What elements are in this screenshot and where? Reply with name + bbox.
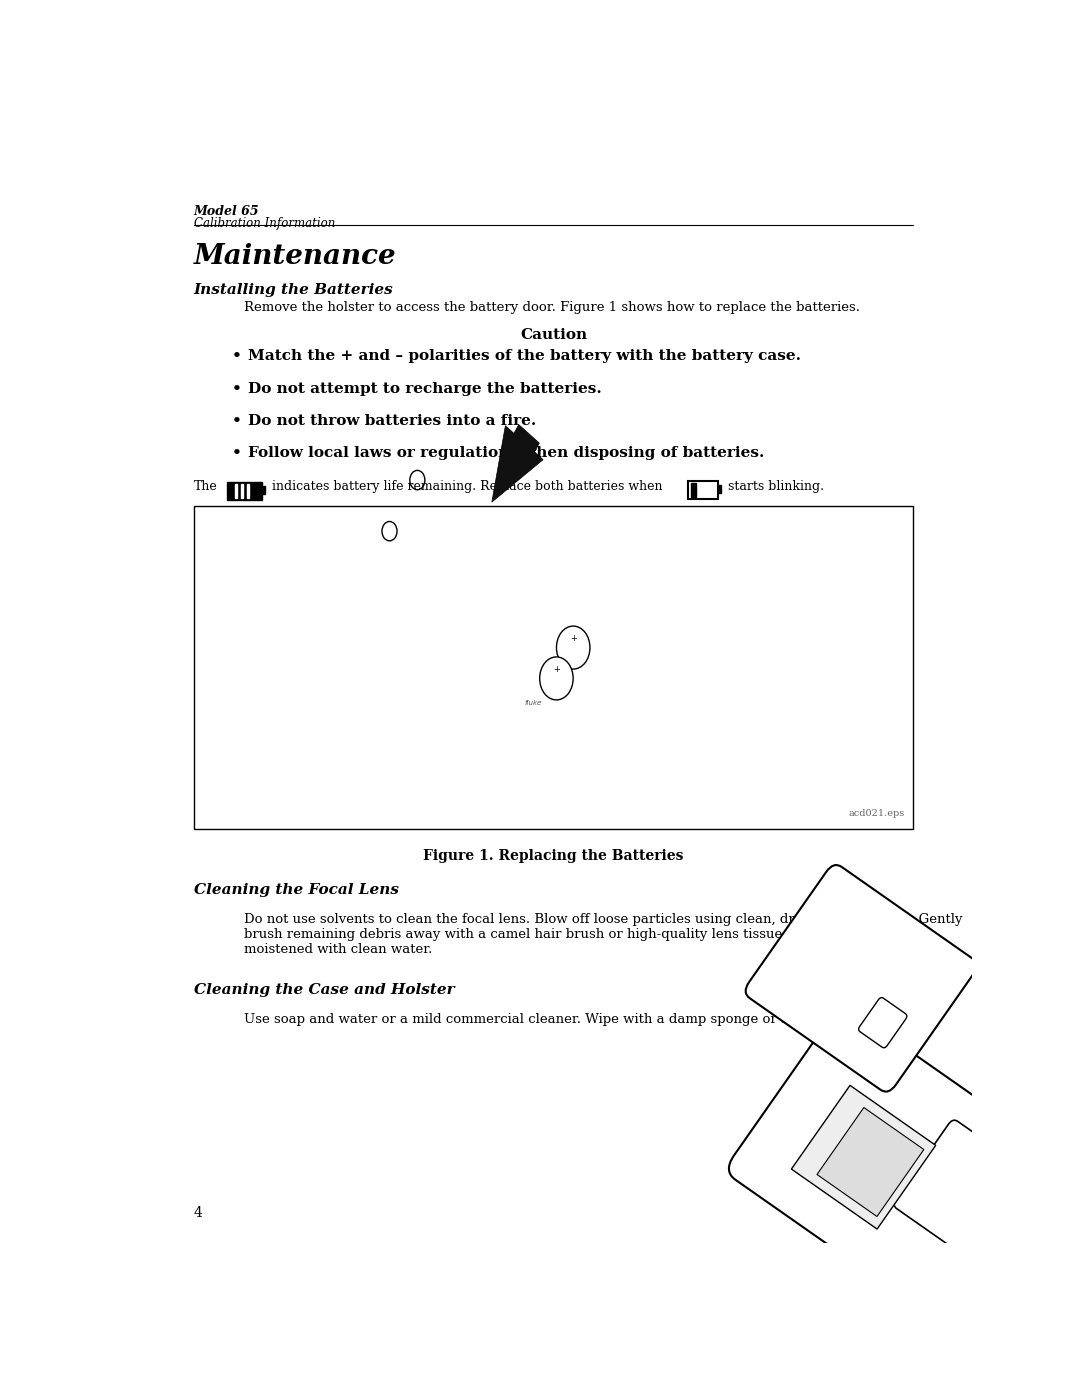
Text: Model 65: Model 65 [193, 205, 259, 218]
Text: Do not use solvents to clean the focal lens. Blow off loose particles using clea: Do not use solvents to clean the focal l… [244, 914, 962, 956]
FancyBboxPatch shape [729, 1009, 1065, 1327]
Text: fluke: fluke [524, 700, 541, 705]
Bar [718, 485, 721, 493]
Bar [816, 1108, 923, 1217]
Text: Cleaning the Focal Lens: Cleaning the Focal Lens [193, 883, 399, 897]
Text: Figure 1. Replacing the Batteries: Figure 1. Replacing the Batteries [423, 848, 684, 862]
Bar [227, 482, 262, 500]
Text: •: • [231, 446, 241, 460]
Bar [691, 483, 697, 497]
Circle shape [556, 626, 590, 669]
Text: Follow local laws or regulations when disposing of batteries.: Follow local laws or regulations when di… [248, 446, 765, 460]
Bar [241, 483, 243, 497]
Text: Do not throw batteries into a fire.: Do not throw batteries into a fire. [248, 414, 537, 427]
Polygon shape [491, 425, 543, 502]
FancyBboxPatch shape [894, 1120, 1025, 1256]
Text: The: The [193, 479, 217, 493]
Text: Calibration Information: Calibration Information [193, 217, 335, 231]
Text: +: + [553, 665, 559, 675]
Circle shape [540, 657, 573, 700]
Text: •: • [231, 414, 241, 427]
Text: Match the + and – polarities of the battery with the battery case.: Match the + and – polarities of the batt… [248, 349, 801, 363]
Text: acd021.eps: acd021.eps [849, 809, 905, 819]
Bar [262, 486, 265, 493]
FancyBboxPatch shape [745, 865, 976, 1091]
Text: indicates battery life remaining. Replace both batteries when: indicates battery life remaining. Replac… [272, 479, 663, 493]
Text: Remove the holster to access the battery door. Figure 1 shows how to replace the: Remove the holster to access the battery… [244, 300, 860, 314]
Bar [234, 483, 237, 497]
Text: Caution: Caution [519, 328, 588, 342]
Bar [792, 1085, 935, 1229]
Text: Use soap and water or a mild commercial cleaner. Wipe with a damp sponge or soft: Use soap and water or a mild commercial … [244, 1013, 837, 1027]
Text: Cleaning the Case and Holster: Cleaning the Case and Holster [193, 983, 455, 997]
Bar [193, 507, 914, 830]
Bar [247, 483, 249, 497]
Bar [688, 481, 718, 499]
Text: 4: 4 [193, 1206, 202, 1220]
Text: Do not attempt to recharge the batteries.: Do not attempt to recharge the batteries… [248, 381, 602, 395]
Text: Installing the Batteries: Installing the Batteries [193, 282, 393, 296]
Text: •: • [231, 381, 241, 395]
Text: +: + [570, 634, 577, 644]
Text: •: • [231, 349, 241, 363]
Text: Maintenance: Maintenance [193, 243, 396, 270]
Text: starts blinking.: starts blinking. [728, 479, 824, 493]
